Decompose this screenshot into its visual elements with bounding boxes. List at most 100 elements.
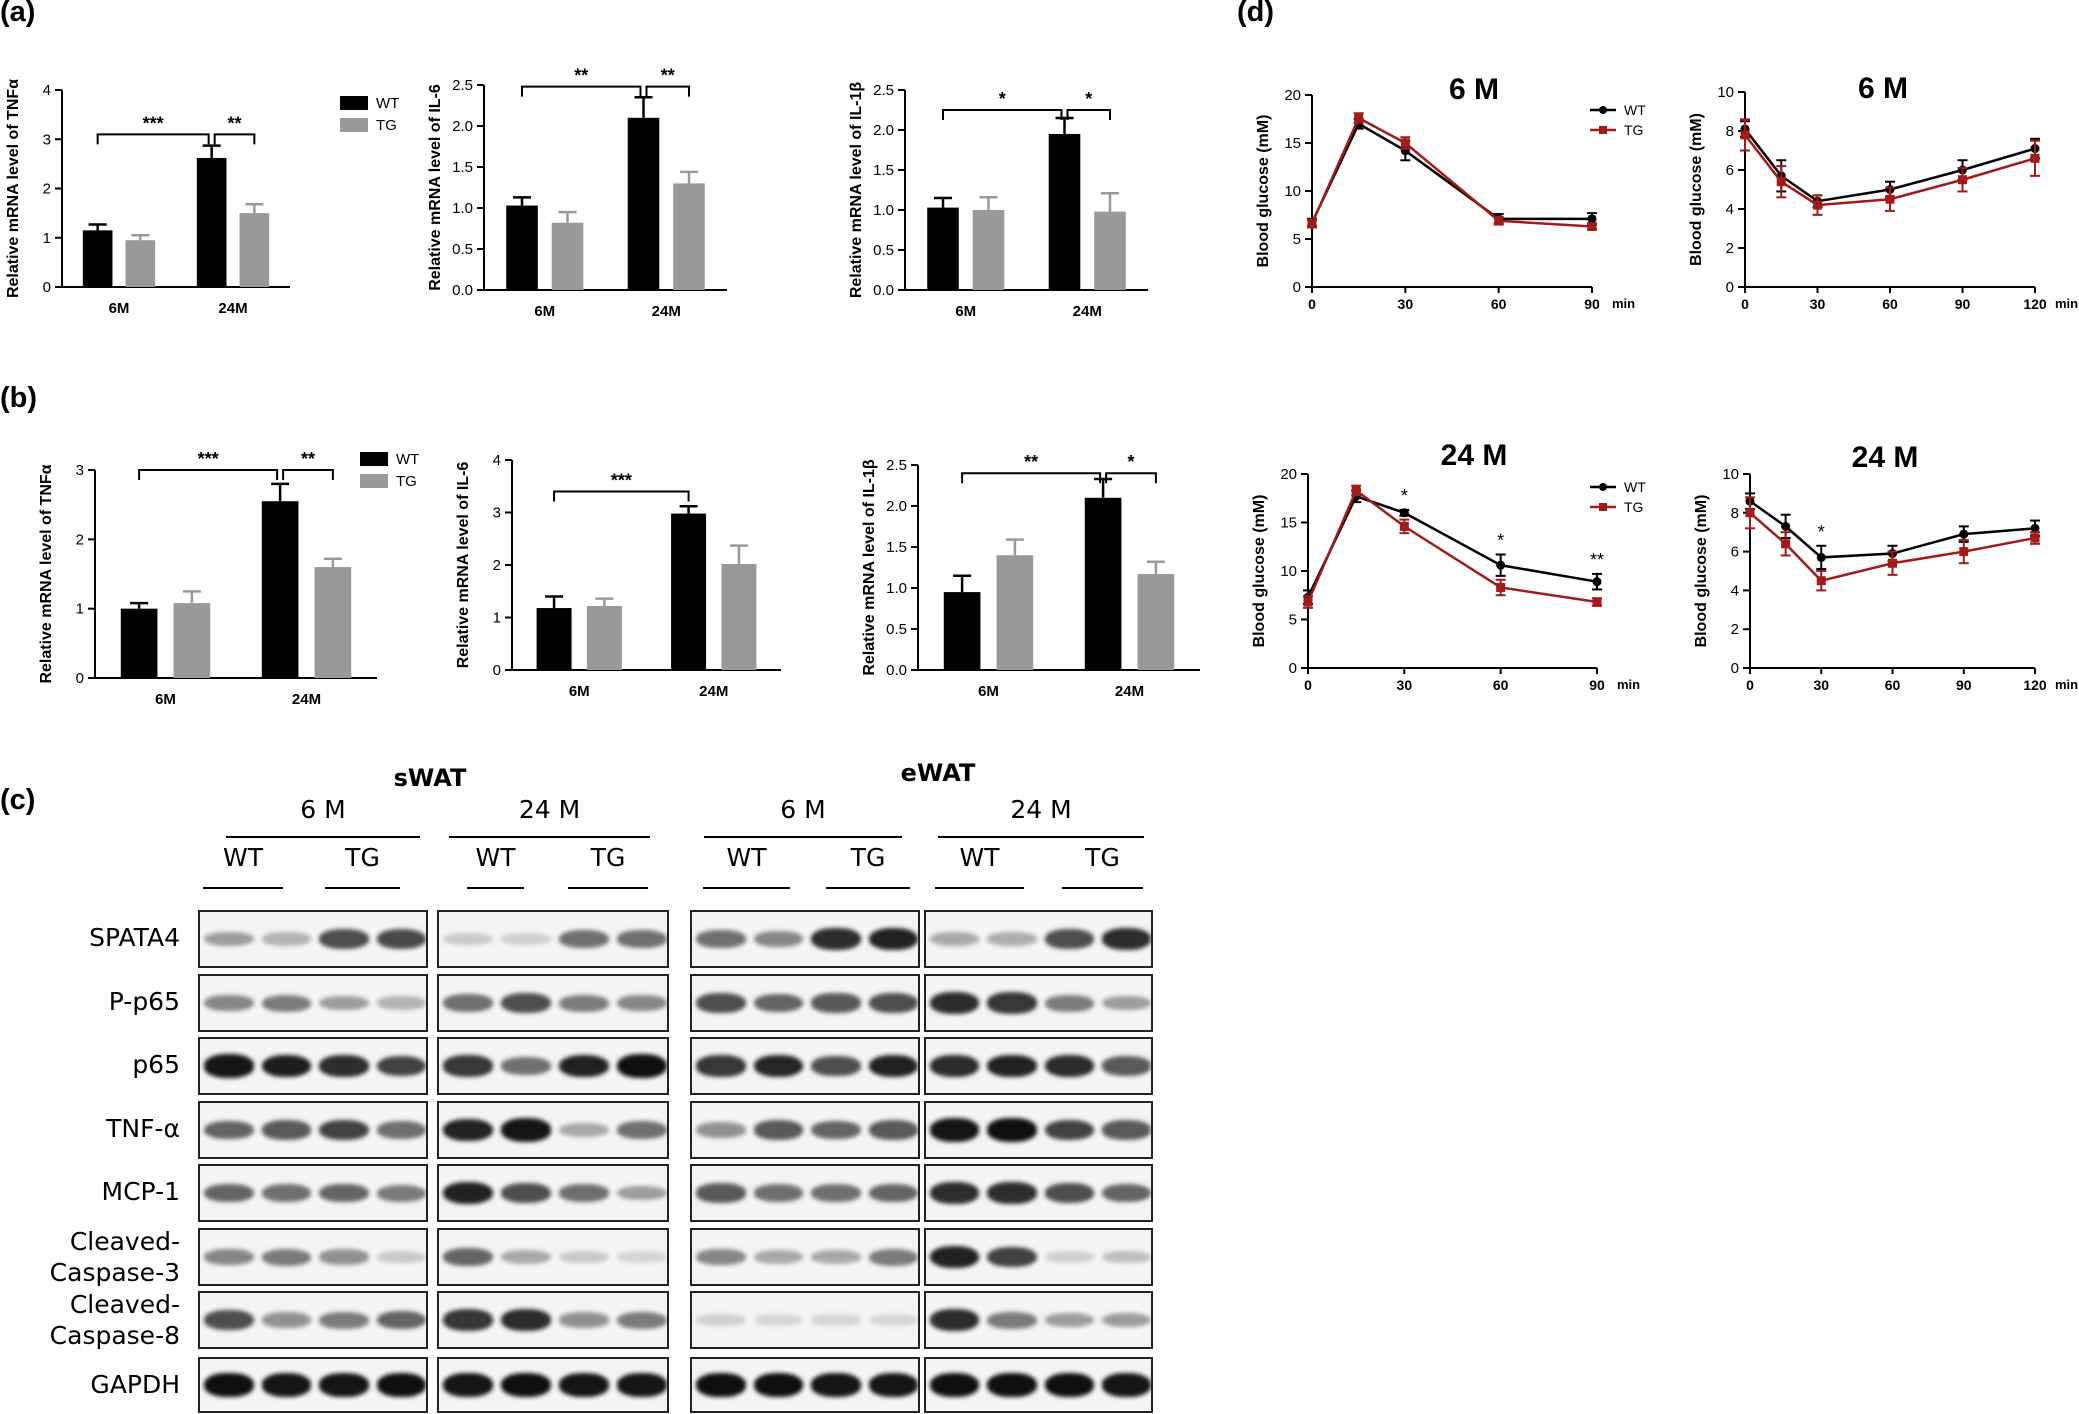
blot-band [376,1184,426,1202]
blot-band [1044,1312,1094,1328]
group-label-tg: TG [1085,843,1120,872]
bar-tg [996,555,1034,670]
data-point-wt [1781,521,1791,531]
blot-box [198,910,428,968]
x-tick-label: 6M [155,691,176,708]
blot-band [319,1373,369,1397]
significance-label: ** [1024,452,1038,472]
y-tick-label: 3 [76,462,84,479]
blot-band [559,1312,609,1328]
significance-bracket [1066,109,1111,120]
y-axis-label: Relative mRNA level of TNFα [38,464,55,683]
data-point-wt [1496,560,1506,570]
y-tick-label: 0.5 [886,621,907,638]
y-tick-label: 10 [1717,84,1734,101]
x-tick-label: 60 [1491,296,1507,312]
blot-band [559,930,609,948]
x-tick-label: 0 [1746,677,1754,693]
chart-title: 24 M [1852,441,1919,474]
legend-swatch [360,474,388,488]
x-unit-label: min [2055,296,2078,311]
data-point-tg [1494,216,1504,226]
blot-band [204,1054,254,1078]
blot-band [987,932,1037,946]
group-label-wt: WT [475,843,516,872]
y-tick-label: 0.0 [452,282,473,299]
x-tick-label: 30 [1813,677,1829,693]
blot-box [924,1228,1153,1286]
blot-row-label: Cleaved- Caspase-3 [0,1226,180,1288]
blot-box [198,1101,428,1159]
blot-row-label: TNF-α [0,1113,180,1144]
x-unit-label: min [1617,677,1640,692]
blot-band [696,1314,746,1326]
significance-label: ** [227,113,241,133]
blot-row-label: SPATA4 [0,922,180,953]
data-point-tg [1587,222,1597,232]
age-underline [226,836,420,838]
legend-swatch [360,452,388,466]
chart-d2: 0 2 4 6 8 10 Blood glucose (mM) 0 30 60 90 120 min 6 … [1688,72,2078,312]
blot-band [443,1118,493,1142]
x-tick-label: 24M [1115,683,1144,700]
panel-label-b: (b) [0,382,38,414]
blot-row-label-line: Cleaved- [69,1227,180,1256]
blot-band [501,993,551,1013]
bar-wt [120,608,158,678]
data-point-tg [1303,597,1313,607]
blot-band [696,930,746,948]
significance-bracket [213,133,256,145]
x-tick-label: 0 [1741,296,1749,312]
blot-band [868,1120,918,1140]
blot-row-label-line: p65 [132,1050,180,1079]
y-tick-label: 4 [1726,201,1734,218]
significance-bracket [942,109,1063,120]
blot-band [319,1055,369,1077]
legend-label: WT [1624,479,1646,495]
age-label: 6 M [300,795,346,824]
y-tick-label: 2.0 [452,118,473,135]
y-tick-label: 6 [1731,544,1739,561]
blot-band [319,1119,369,1141]
blot-band [1044,1373,1094,1397]
blot-band [617,1054,667,1078]
panel-label-c: (c) [0,784,36,816]
y-axis-label: Blood glucose (mM) [1255,115,1272,268]
group-label-tg: TG [850,843,886,872]
significance-label: *** [611,471,632,491]
blot-box [690,1164,920,1222]
significance-bracket [553,490,690,502]
blot-band [204,931,254,947]
blot-band [319,1249,369,1265]
blot-band [204,1120,254,1140]
y-tick-label: 2 [1726,240,1734,257]
significance-bracket [961,472,1102,484]
x-tick-label: 6M [978,683,999,700]
bar-wt [196,157,227,287]
y-axis-label: Blood glucose (mM) [1251,495,1268,648]
blot-band [319,929,369,949]
y-tick-label: 20 [1280,466,1297,483]
blot-band [501,1057,551,1075]
legend-label: TG [376,117,397,134]
y-tick-label: 1 [493,610,501,627]
blot-band [559,1250,609,1264]
chart-title: 6 M [1449,73,1499,106]
bar-tg [972,210,1005,290]
x-tick-label: 30 [1398,296,1414,312]
chart-d1: 0 5 10 15 20 Blood glucose (mM) 0 30 60 90 min 6 M W… [1255,73,1646,312]
blot-row-label-line: TNF-α [106,1114,180,1143]
age-underline [449,836,650,838]
blot-band [443,932,493,946]
bar-wt [627,117,660,290]
blot-band [443,1309,493,1331]
blot-box [924,1037,1153,1095]
bar-wt [82,230,113,287]
blot-band [696,1183,746,1203]
blot-band [559,1122,609,1138]
blot-band [987,992,1037,1014]
chart-d4: 0 2 4 6 8 10 Blood glucose (mM) 0 30 60 90 120 min 24… [1693,441,2078,693]
data-point-tg [1885,194,1895,204]
